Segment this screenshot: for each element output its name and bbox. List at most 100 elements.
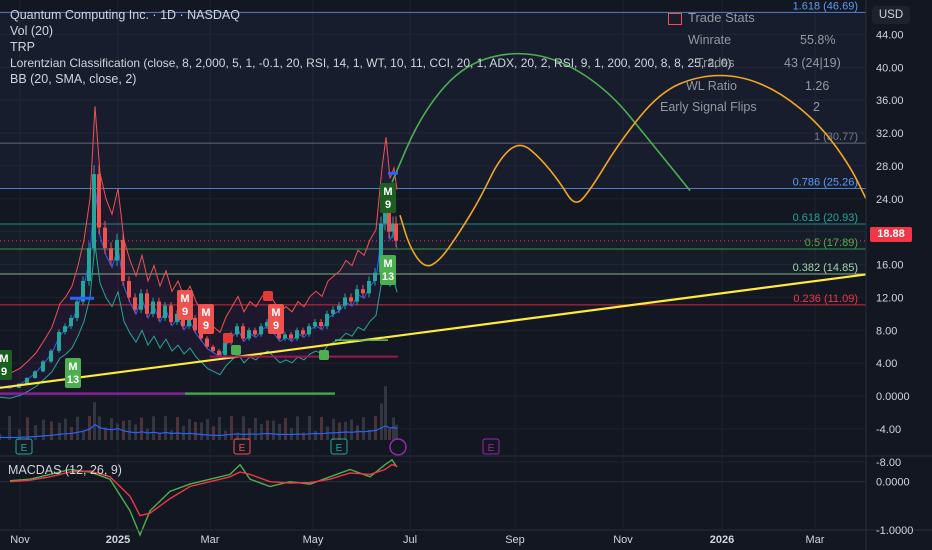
volume-bar [368,429,371,440]
x-tick-label: Jul [403,534,417,546]
candle-body [41,361,45,372]
candle-body [81,280,85,302]
candle-body [127,280,131,298]
fib-label: 1.618 (46.69) [793,0,858,12]
candle-body [121,239,125,281]
fib-label: 0.382 (14.85) [793,262,858,274]
projection-orange [399,74,867,267]
signal-square [319,350,329,360]
candle-body [373,272,377,281]
volume-bar [314,430,317,440]
stats-flips-label: Early Signal Flips [660,100,757,114]
indicator-trp[interactable]: TRP [10,40,35,54]
volume-bar [8,416,11,440]
candle-body [217,350,221,355]
volume-bar [42,419,45,440]
currency-button[interactable]: USD [872,6,910,24]
fib-label: 0.618 (20.93) [793,212,858,224]
volume-bar [98,416,101,440]
macd-label[interactable]: MACDAS (12, 26, 9) [8,463,122,477]
volume-bar [76,416,79,440]
volume-bar [356,425,359,440]
y-tick-label: 40.00 [876,62,904,74]
candle-body [49,350,53,362]
volume-bar [236,432,239,440]
volume-bar [242,416,245,440]
candle-body [247,330,251,339]
volume-bar [362,417,365,440]
candle-body [349,297,353,302]
td-badge-text: 13 [382,271,394,283]
y-tick-label: 24.00 [876,194,904,206]
candle-body [295,330,299,339]
volume-bar [176,417,179,440]
candle-body [157,301,161,318]
fib-label: 0.236 (11.09) [793,293,858,305]
candle-body [379,223,383,273]
stats-trades-label: Trades [696,56,735,70]
candle-body [307,326,311,335]
candle-body [163,305,167,318]
candle-body [92,174,96,249]
x-tick-label: 2026 [710,534,734,546]
candle-body [193,317,197,331]
candle-body [394,223,398,241]
volume-bar [302,432,305,440]
chart-title: Quantum Computing Inc. · 1D · NASDAQ [10,8,240,22]
indicator-bb[interactable]: BB (20, SMA, close, 2) [10,72,137,86]
signal-square [263,291,273,301]
candle-body [25,377,29,384]
volume-bar [230,416,233,440]
volume-bar [158,433,161,440]
candle-body [361,289,365,294]
volume-bar [93,402,96,440]
volume-bar [388,428,391,440]
td-badge-text: M [201,307,210,319]
td-badge-bg [268,304,284,334]
y-tick-label: 36.00 [876,95,904,107]
volume-bar [218,416,221,440]
volume-bar [116,423,119,440]
volume-bar [206,418,209,440]
y-tick-label: 0.0000 [876,391,910,403]
x-tick-label: Nov [613,534,633,546]
candle-body [103,227,107,249]
y-tick-label: -8.00 [876,457,901,469]
td-badge: M13 [380,255,396,285]
volume-bar [194,421,197,440]
candle-body [57,331,61,351]
volume-bar [254,417,257,440]
stats-winrate-label: Winrate [688,33,732,47]
indicator-vol[interactable]: Vol (20) [10,24,54,38]
candle-body [63,326,67,332]
volume-bar [350,419,353,440]
candle-body [301,330,305,335]
td-badge: M9 [177,290,193,320]
trade-stats-icon [668,12,682,25]
candle-body [277,330,281,339]
volume-bar [308,416,311,440]
candle-body [241,326,245,339]
earnings-marker [482,438,500,455]
td-badge-text: 9 [273,320,279,332]
candle-body [69,317,73,327]
candle-body [139,293,143,310]
volume-bar [296,416,299,440]
volume-bar [344,421,347,440]
volume-bar [82,431,85,440]
indicator-lorentzian[interactable]: Lorentzian Classification (close, 8, 2,0… [10,56,732,70]
candle-body [235,326,239,335]
trendline [0,273,867,389]
candle-body [355,289,359,302]
volume-bar [164,416,167,440]
td-badge-bg [380,255,396,285]
signal-square [231,345,241,355]
fib-label: 0.786 (25.26) [793,176,858,188]
earnings-marker-text: E [239,443,246,454]
candle-body [387,198,391,232]
volume-bar [88,416,91,440]
trade-stats-panel: Trade Stats [668,10,755,25]
candle-body [211,346,215,351]
